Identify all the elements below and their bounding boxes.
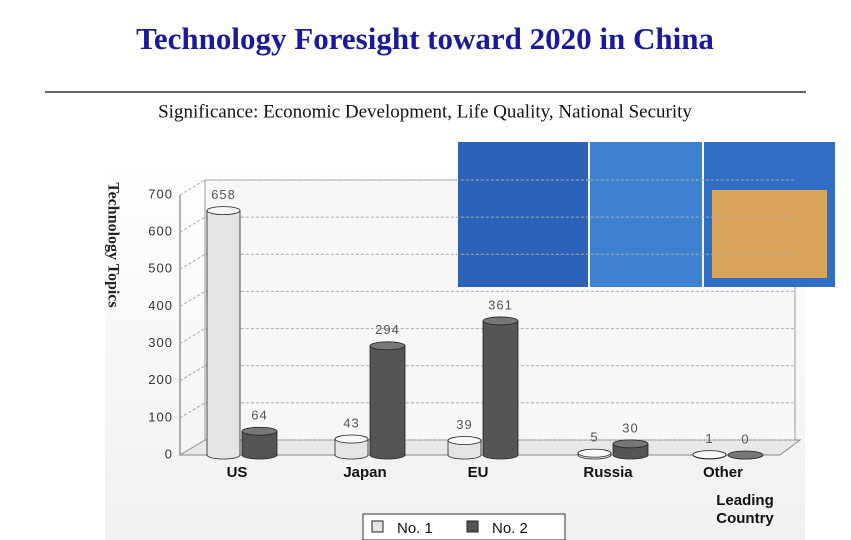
bar-top — [241, 426, 278, 436]
value-label: 361 — [488, 297, 513, 312]
legend-label: No. 2 — [492, 520, 528, 537]
x-tick-label: US — [227, 464, 248, 481]
y-tick-label: 600 — [148, 224, 173, 239]
y-tick-label: 400 — [148, 298, 173, 313]
bar-top — [692, 450, 727, 460]
grid-line — [179, 328, 795, 344]
value-label: 0 — [741, 431, 749, 446]
grid-line — [179, 253, 795, 270]
grid-line — [179, 216, 795, 233]
value-label: 1 — [705, 431, 713, 446]
bar-top — [577, 448, 612, 458]
bar — [334, 438, 369, 460]
bar-top — [334, 434, 369, 444]
value-label: 64 — [251, 408, 267, 423]
grid-line — [179, 439, 795, 456]
y-tick-label: 300 — [148, 335, 173, 350]
bar — [206, 210, 241, 460]
bar — [447, 440, 482, 460]
legend-box — [362, 513, 566, 540]
grid-line — [179, 402, 795, 419]
grid-line — [179, 179, 795, 196]
y-tick-label: 0 — [165, 446, 173, 461]
y-axis-label: Technology Topics — [104, 182, 121, 307]
title: Technology Foresight toward 2020 in Chin… — [136, 21, 714, 56]
legend-swatch — [466, 520, 479, 533]
y-tick-label: 500 — [148, 261, 173, 276]
bar-top — [369, 341, 406, 351]
bar-top — [206, 206, 241, 216]
grid-line — [179, 290, 795, 307]
legend-label: No. 1 — [397, 520, 433, 537]
value-label: 30 — [622, 420, 638, 435]
bar — [241, 430, 278, 460]
x-tick-label: EU — [468, 464, 489, 481]
value-label: 294 — [375, 322, 400, 337]
bar-top — [447, 436, 482, 445]
y-tick-label: 100 — [148, 409, 173, 424]
value-label: 5 — [590, 430, 598, 445]
bar-top — [727, 450, 764, 460]
bar — [482, 320, 519, 460]
bar-top — [612, 439, 649, 449]
y-tick-label: 200 — [148, 372, 173, 387]
x-tick-label: Other — [703, 464, 743, 481]
x-axis-label: Leading Country — [716, 492, 774, 527]
legend-swatch — [371, 520, 384, 533]
x-tick-label: Russia — [583, 464, 633, 481]
bar — [369, 345, 406, 460]
bar-top — [482, 316, 519, 326]
grid-line — [179, 365, 795, 382]
y-tick-label: 700 — [148, 186, 173, 201]
subtitle: Significance: Economic Development, Life… — [158, 101, 692, 122]
value-label: 43 — [343, 415, 359, 430]
value-label: 39 — [456, 417, 472, 432]
value-label: 658 — [211, 187, 236, 202]
x-tick-label: Japan — [343, 464, 386, 481]
book-covers — [458, 142, 835, 287]
